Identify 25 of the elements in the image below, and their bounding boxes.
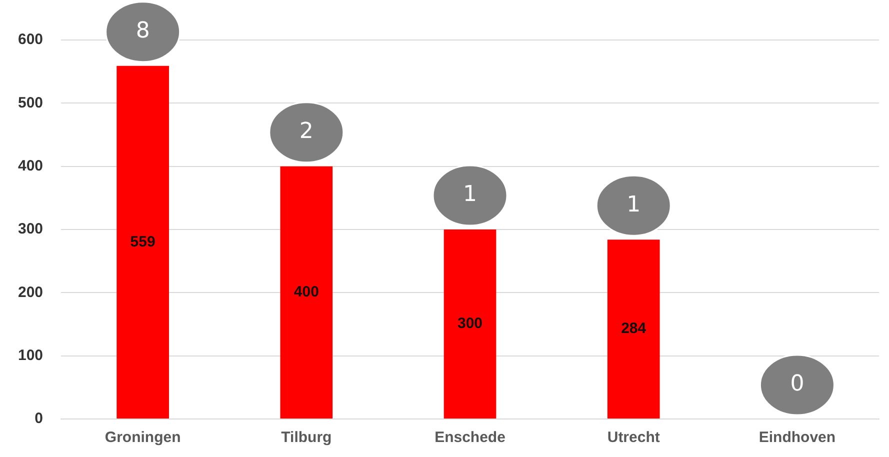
y-tick-label: 0 <box>34 410 44 428</box>
annotation: 1 <box>626 192 641 218</box>
y-tick-label: 600 <box>18 31 44 48</box>
x-tick-label: Utrecht <box>607 429 660 446</box>
x-tick-label: Enschede <box>434 429 506 446</box>
annotation: 8 <box>136 18 150 44</box>
y-tick-label: 400 <box>18 157 44 174</box>
data-label: 300 <box>458 315 483 332</box>
y-tick-label: 200 <box>18 284 44 301</box>
x-tick-label: Tilburg <box>281 429 332 446</box>
x-tick-label: Eindhoven <box>758 429 836 446</box>
y-tick-label: 100 <box>18 346 44 364</box>
bar <box>116 66 169 418</box>
data-label: 559 <box>130 233 156 250</box>
y-tick-label: 300 <box>18 220 44 238</box>
y-tick-label: 500 <box>18 94 44 112</box>
bar <box>280 166 333 418</box>
x-tick-label: Groningen <box>104 429 181 446</box>
annotation: 0 <box>790 372 804 397</box>
bar <box>444 230 496 418</box>
annotation: 1 <box>463 182 478 208</box>
data-label: 284 <box>621 320 647 338</box>
bar <box>607 240 660 418</box>
annotation: 2 <box>299 119 314 144</box>
data-label: 400 <box>294 284 319 301</box>
